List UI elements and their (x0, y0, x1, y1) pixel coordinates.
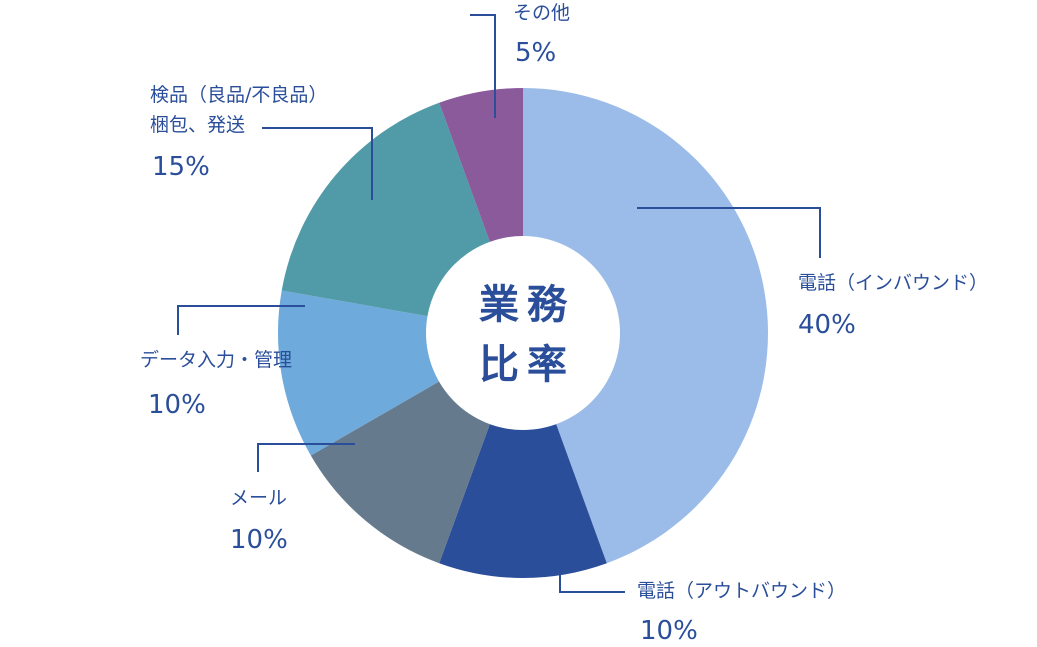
value-label: 10% (640, 616, 698, 646)
center-label: 比率 (479, 342, 575, 388)
center-label: 業務 (479, 282, 575, 328)
slice (439, 333, 607, 578)
leader-line (177, 305, 305, 335)
category-label: 電話（アウトバウンド） (637, 580, 847, 602)
slice (523, 88, 768, 564)
value-label: 40% (798, 310, 856, 340)
value-label: 10% (148, 390, 206, 420)
value-label: 5% (515, 38, 557, 68)
category-label: その他 (513, 2, 571, 24)
leader-line (637, 207, 821, 258)
value-label: 10% (230, 525, 288, 555)
donut-hole (426, 236, 620, 430)
category-label: メール (230, 487, 288, 509)
leader-line (262, 127, 373, 200)
leader-line (470, 14, 496, 118)
value-label: 15% (152, 152, 210, 182)
leader-line (559, 575, 625, 593)
category-label: 検品（良品/不良品） 梱包、発送 (150, 84, 328, 136)
category-label: 電話（インバウンド） (798, 272, 989, 294)
category-label: データ入力・管理 (140, 349, 293, 371)
leader-line (257, 443, 355, 472)
